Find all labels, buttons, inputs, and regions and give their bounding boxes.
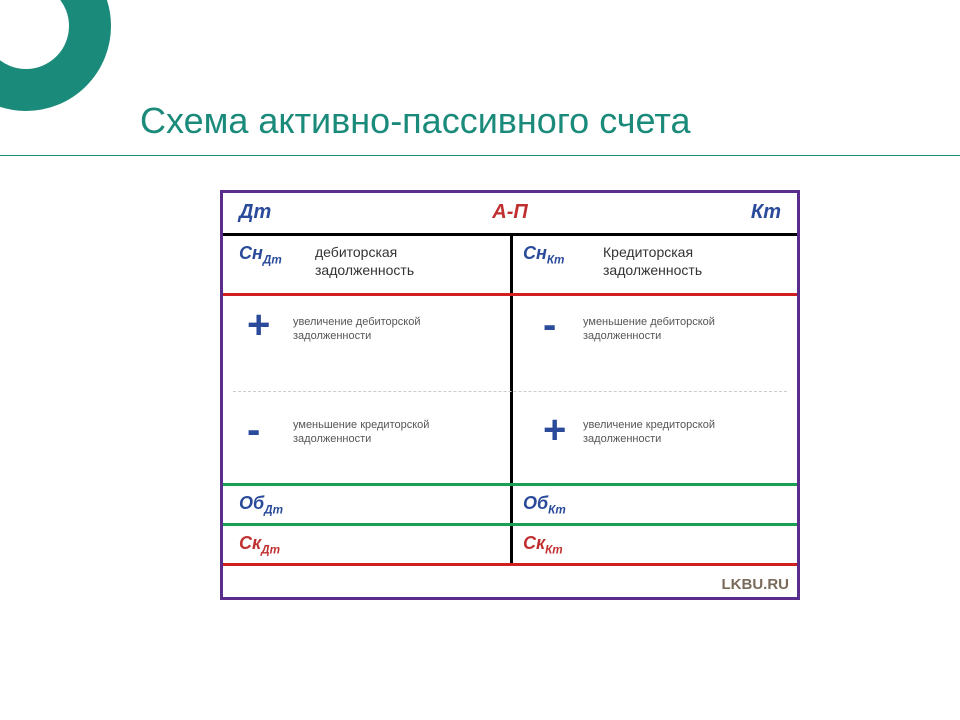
- decor-circle: [0, 0, 111, 111]
- mid1-left-text: увеличение дебиторской задолженности: [293, 315, 420, 344]
- title-underline: [0, 155, 960, 156]
- header-dt: Дт: [239, 201, 271, 224]
- sn-kt-sub: Кт: [547, 254, 565, 267]
- ob-dt-label: ОбДт: [239, 493, 283, 517]
- ob-kt-sub: Кт: [548, 504, 566, 517]
- vertical-divider: [510, 233, 513, 563]
- sk-kt-sub: Кт: [545, 544, 563, 557]
- sign-minus-dt: -: [247, 408, 260, 453]
- header-kt: Кт: [751, 201, 781, 224]
- ob-dt-sub: Дт: [264, 504, 283, 517]
- sn-kt-main: Сн: [523, 243, 547, 263]
- mid1-right-text: уменьшение дебиторской задолженности: [583, 315, 715, 344]
- header-ap: А-П: [492, 201, 528, 224]
- sn-dt-desc: дебиторская задолженность: [315, 243, 414, 279]
- sn-kt-label: СнКт: [523, 243, 564, 267]
- sn-dt-main: Сн: [239, 243, 263, 263]
- sk-kt-main: Ск: [523, 533, 545, 553]
- line-green-top: [223, 483, 797, 486]
- ob-kt-main: Об: [523, 493, 548, 513]
- line-green-ob: [223, 523, 797, 526]
- sk-kt-label: СкКт: [523, 533, 563, 557]
- ob-kt-label: ОбКт: [523, 493, 566, 517]
- sk-dt-main: Ск: [239, 533, 261, 553]
- account-schema: Дт А-П Кт СнДт дебиторская задолженность…: [220, 190, 800, 600]
- sn-kt-desc: Кредиторская задолженность: [603, 243, 702, 279]
- sn-dt-label: СнДт: [239, 243, 282, 267]
- ob-dt-main: Об: [239, 493, 264, 513]
- mid-dashed-line: [233, 391, 787, 392]
- sn-dt-sub: Дт: [263, 254, 282, 267]
- sign-plus-dt: +: [247, 303, 270, 348]
- mid2-left-text: уменьшение кредиторской задолженности: [293, 418, 429, 447]
- line-sk-red: [223, 563, 797, 566]
- watermark: LKBU.RU: [722, 576, 790, 593]
- mid2-right-text: увеличение кредиторской задолженности: [583, 418, 715, 447]
- sign-minus-kt: -: [543, 303, 556, 348]
- line-sn-red: [223, 293, 797, 296]
- sk-dt-label: СкДт: [239, 533, 280, 557]
- sk-dt-sub: Дт: [261, 544, 280, 557]
- page-title: Схема активно-пассивного счета: [140, 100, 690, 142]
- sign-plus-kt: +: [543, 408, 566, 453]
